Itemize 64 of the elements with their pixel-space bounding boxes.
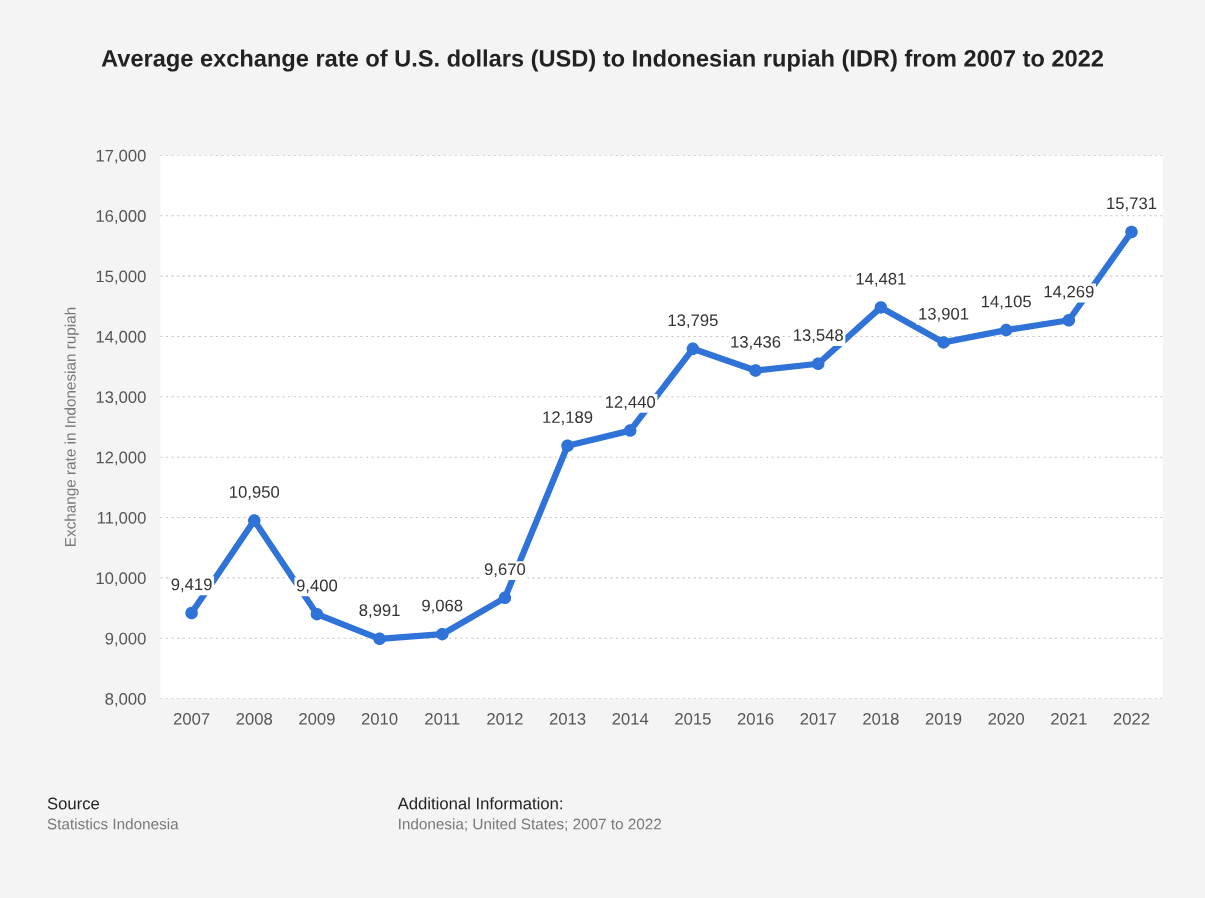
x-tick-label: 2010 — [361, 712, 398, 725]
y-tick-label: 14,000 — [96, 330, 146, 345]
x-tick-label: 2011 — [425, 712, 460, 725]
x-tick-label: 2013 — [549, 712, 586, 725]
data-label: 13,548 — [793, 329, 843, 343]
data-label: 15,731 — [1107, 197, 1157, 212]
x-tick-label: 2012 — [487, 712, 523, 725]
text: Statistics Indonesia — [47, 818, 179, 830]
x-tick-label: 2016 — [737, 712, 774, 725]
y-tick-label: 9,000 — [105, 632, 146, 647]
x-tick-label: 2017 — [800, 712, 836, 725]
y-tick-label: 8,000 — [105, 693, 146, 707]
x-tick-label: 2014 — [612, 712, 649, 725]
x-tick-label: 2019 — [925, 712, 962, 725]
y-tick-label: 10,000 — [96, 572, 146, 587]
point — [1125, 225, 1138, 239]
text: Indonesia; United States; 2007 to 2022 — [399, 818, 662, 832]
data-label: 14,481 — [856, 272, 906, 287]
point — [937, 336, 950, 349]
data-label: 8,991 — [359, 604, 400, 619]
data-label: 9,068 — [422, 599, 463, 614]
point — [310, 607, 324, 621]
data-label: 9,400 — [296, 579, 338, 594]
point — [874, 301, 888, 314]
data-label: 9,419 — [171, 578, 212, 593]
x-tick-label: 2022 — [1113, 712, 1150, 725]
point — [686, 342, 700, 356]
x-tick-label: 2018 — [863, 712, 899, 725]
point — [1062, 313, 1076, 327]
data-label: 14,269 — [1044, 285, 1094, 300]
y-axis-title: Exchange rate in Indonesian rupiah — [64, 307, 79, 546]
y-tick-label: 12,000 — [96, 451, 146, 466]
data-label: 10,950 — [230, 486, 280, 500]
point — [561, 439, 574, 453]
data-label: 14,105 — [981, 295, 1031, 310]
x-tick-label: 2007 — [173, 712, 210, 725]
point — [435, 627, 449, 641]
point — [498, 591, 512, 605]
point — [373, 632, 386, 646]
data-label: 12,189 — [543, 411, 593, 425]
point — [248, 514, 261, 527]
chart-title: Average exchange rate of U.S. dollars (USD) to Indonesian rupiah (IDR) from 2007 to 2022 — [101, 49, 1103, 72]
x-tick-label: 2020 — [988, 712, 1025, 725]
x-tick-label: 2015 — [675, 712, 711, 725]
data-label: 13,901 — [919, 307, 969, 322]
data-label: 9,670 — [484, 563, 526, 578]
x-tick-label: 2009 — [299, 712, 335, 725]
x-tick-label: 2021 — [1051, 712, 1087, 725]
y-tick-label: 11,000 — [97, 511, 146, 526]
point — [999, 323, 1013, 337]
x-tick-label: 2008 — [236, 712, 273, 725]
data-label: 13,795 — [668, 314, 718, 329]
point — [811, 357, 825, 370]
data-label: 13,436 — [731, 335, 781, 350]
text: Source — [47, 797, 100, 810]
text: Additional Information: — [397, 797, 562, 810]
y-tick-label: 13,000 — [96, 391, 146, 405]
y-tick-label: 16,000 — [96, 210, 146, 224]
data-label: 12,440 — [606, 396, 656, 410]
y-tick-label: 15,000 — [96, 270, 146, 285]
y-tick-label: 17,000 — [96, 149, 146, 164]
point — [623, 424, 637, 437]
point — [185, 606, 198, 620]
point — [749, 364, 762, 377]
